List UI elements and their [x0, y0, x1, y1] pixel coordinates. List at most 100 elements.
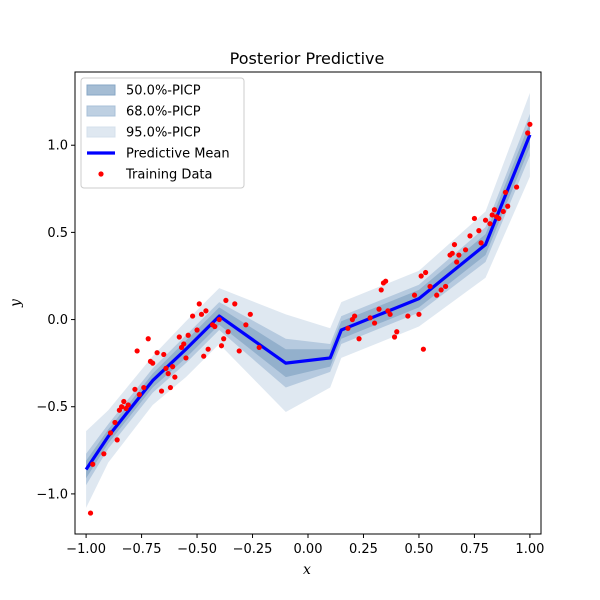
training-point: [134, 348, 140, 354]
training-point: [145, 336, 151, 342]
training-point: [201, 353, 207, 359]
x-tick-label: 0.50: [404, 542, 433, 557]
training-point: [471, 215, 478, 222]
training-point: [496, 215, 502, 222]
training-point: [416, 311, 422, 317]
training-point: [221, 336, 227, 342]
legend-label: Training Data: [125, 168, 212, 183]
training-point: [107, 430, 114, 436]
training-point: [478, 240, 484, 246]
chart-title: Posterior Predictive: [230, 49, 385, 68]
training-point: [136, 391, 142, 398]
training-point: [462, 247, 469, 253]
x-tick-label: −1.00: [66, 542, 106, 557]
training-point: [489, 212, 495, 218]
legend-swatch-band-95-picp: [86, 126, 116, 138]
training-point: [150, 360, 156, 366]
training-point: [418, 273, 424, 279]
x-tick-label: −0.75: [122, 542, 162, 557]
training-point: [218, 343, 225, 349]
training-point: [356, 336, 362, 342]
training-point: [527, 121, 533, 127]
legend-swatch-band-50-picp: [86, 84, 116, 96]
training-point: [161, 351, 167, 358]
training-point: [203, 308, 209, 314]
training-point: [101, 451, 107, 457]
legend-swatch-training: [98, 171, 104, 177]
training-point: [449, 250, 455, 256]
legend-label: Predictive Mean: [126, 147, 230, 162]
training-point: [198, 311, 205, 317]
training-point: [482, 217, 489, 223]
training-point: [212, 323, 218, 330]
training-point: [405, 313, 411, 319]
training-point: [243, 322, 249, 328]
training-point: [194, 327, 200, 333]
training-point: [114, 437, 120, 443]
x-tick-label: −0.50: [177, 542, 217, 557]
training-point: [391, 334, 398, 340]
training-point: [420, 346, 426, 352]
training-point: [205, 346, 211, 352]
training-point: [172, 374, 178, 380]
training-point: [513, 184, 520, 190]
training-point: [367, 315, 373, 321]
training-point: [196, 301, 202, 307]
confidence-bands: [86, 92, 530, 508]
y-axis-label: y: [8, 298, 24, 308]
x-tick-label: 0.75: [460, 542, 489, 557]
training-point: [132, 386, 138, 392]
training-point: [223, 297, 229, 303]
training-point: [247, 311, 253, 317]
training-point: [125, 402, 131, 408]
band-95-picp: [86, 92, 530, 508]
legend-label: 68.0%-PICP: [126, 105, 201, 120]
training-point: [456, 252, 462, 258]
training-data-points: [87, 121, 533, 516]
training-point: [163, 365, 169, 371]
training-point: [170, 364, 176, 370]
training-point: [394, 329, 400, 335]
training-point: [121, 398, 127, 405]
legend-label: 95.0%-PICP: [126, 126, 201, 141]
training-point: [225, 329, 231, 335]
training-point: [525, 130, 531, 136]
training-point: [500, 208, 506, 215]
training-point: [154, 350, 160, 356]
training-point: [476, 228, 482, 234]
x-tick-label: 0.25: [349, 542, 378, 557]
y-tick-label: −1.0: [36, 487, 68, 502]
training-point: [90, 461, 96, 467]
training-point: [454, 259, 460, 265]
training-point: [165, 371, 171, 377]
x-tick-label: −0.25: [233, 542, 273, 557]
training-point: [345, 325, 351, 331]
training-point: [190, 313, 196, 319]
predictive-mean-line-group: [84, 134, 532, 471]
training-point: [378, 287, 384, 293]
legend-swatch-band-68-picp: [86, 105, 116, 117]
training-point: [502, 189, 509, 195]
training-point: [387, 311, 393, 317]
training-point: [232, 301, 238, 307]
training-point: [141, 384, 147, 391]
y-tick-label: −0.5: [36, 400, 68, 415]
training-point: [112, 419, 118, 426]
training-point: [236, 348, 242, 354]
legend: 50.0%-PICP 68.0%-PICP 95.0%-PICP Predictive…: [80, 77, 245, 189]
training-point: [505, 203, 511, 209]
training-point: [216, 316, 222, 323]
y-tick-label: 0.0: [47, 313, 68, 328]
training-point: [467, 233, 473, 239]
legend-box: [80, 77, 245, 189]
training-point: [434, 292, 440, 298]
legend-label: 50.0%-PICP: [126, 84, 201, 99]
training-point: [167, 384, 174, 391]
training-point: [411, 292, 418, 298]
training-point: [427, 283, 433, 290]
training-point: [451, 241, 458, 248]
training-point: [185, 332, 191, 338]
training-point: [158, 388, 165, 394]
training-point: [87, 510, 94, 516]
